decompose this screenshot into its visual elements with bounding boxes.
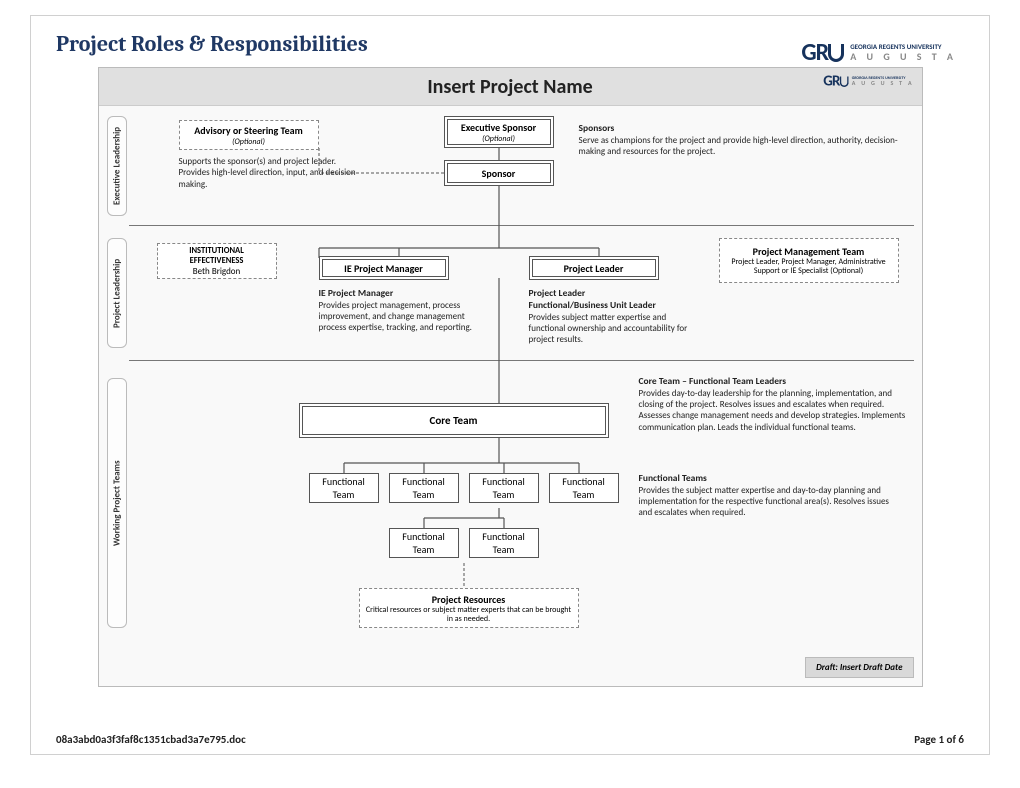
desc-pl: Project Leader Functional/Business Unit … <box>529 288 699 346</box>
node-ft-6: Functional Team <box>469 528 539 558</box>
org-chart-diagram: Insert Project Name GR GEORGIA REGENTS U… <box>98 67 923 687</box>
node-sponsor: Sponsor <box>444 160 554 186</box>
logo-line2: A U G U S T A <box>850 51 957 62</box>
node-ft-4: Functional Team <box>549 473 619 503</box>
page-footer: 08a3abd0a3f3faf8c1351cbad3a7e795.doc Pag… <box>56 733 964 746</box>
desc-advisory: Supports the sponsor(s) and project lead… <box>179 156 359 190</box>
footer-filename: 08a3abd0a3f3faf8c1351cbad3a7e795.doc <box>56 733 246 746</box>
divider-1 <box>129 225 914 226</box>
logo-outer: GR GEORGIA REGENTS UNIVERSITY A U G U S … <box>801 38 957 67</box>
diagram-title-bar: Insert Project Name GR GEORGIA REGENTS U… <box>99 68 922 106</box>
logo-inner-sub: GEORGIA REGENTS UNIVERSITY A U G U S T A <box>851 75 913 86</box>
desc-core: Core Team – Functional Team Leaders Prov… <box>639 376 909 433</box>
desc-ft: Functional Teams Provides the subject ma… <box>639 473 899 519</box>
node-ft-2: Functional Team <box>389 473 459 503</box>
node-proj-leader: Project Leader <box>529 256 659 280</box>
node-advisory: Advisory or Steering Team (Optional) <box>179 120 319 150</box>
node-ft-1: Functional Team <box>309 473 379 503</box>
page-container: Project Roles & Responsibilities GR GEOR… <box>30 15 990 755</box>
node-exec-sponsor: Executive Sponsor (Optional) <box>444 116 554 148</box>
desc-sponsors: Sponsors Serve as champions for the proj… <box>579 123 899 157</box>
section-label-lead: Project Leadership <box>107 238 127 348</box>
logo-subtitle: GEORGIA REGENTS UNIVERSITY A U G U S T A <box>850 43 957 62</box>
divider-2 <box>129 360 914 361</box>
node-pm-team: Project Management Team Project Leader, … <box>719 238 899 283</box>
footer-page: Page 1 of 6 <box>914 733 964 746</box>
section-label-work: Working Project Teams <box>107 378 127 628</box>
diagram-title: Insert Project Name <box>427 75 592 99</box>
node-ie-pm: IE Project Manager <box>319 256 449 280</box>
gru-logo-inner-icon: GR <box>823 72 849 90</box>
section-label-exec: Executive Leadership <box>107 116 127 216</box>
node-resources: Project Resources Critical resources or … <box>359 588 579 628</box>
node-ie: INSTITUTIONAL EFFECTIVENESS Beth Brigdon <box>157 243 277 279</box>
node-ft-5: Functional Team <box>389 528 459 558</box>
gru-logo-icon: GR <box>801 38 844 67</box>
desc-ie-pm: IE Project Manager Provides project mana… <box>319 288 489 334</box>
node-ft-3: Functional Team <box>469 473 539 503</box>
draft-label: Draft: Insert Draft Date <box>805 657 913 678</box>
logo-inner: GR GEORGIA REGENTS UNIVERSITY A U G U S … <box>823 72 914 90</box>
node-core: Core Team <box>299 403 609 438</box>
